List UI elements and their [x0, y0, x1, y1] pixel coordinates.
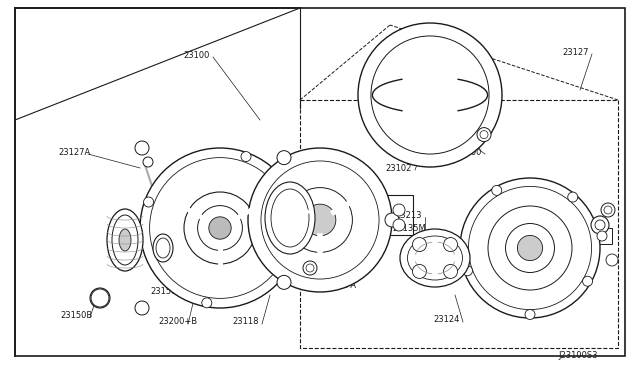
Circle shape: [306, 264, 314, 272]
Circle shape: [143, 157, 153, 167]
Text: 23118: 23118: [232, 317, 259, 327]
Circle shape: [582, 276, 593, 286]
Circle shape: [477, 128, 491, 142]
Text: 23200: 23200: [455, 148, 481, 157]
Text: 23150: 23150: [150, 288, 177, 296]
Circle shape: [209, 217, 231, 239]
Text: 23135M: 23135M: [392, 224, 426, 232]
Text: 23127: 23127: [562, 48, 589, 57]
Circle shape: [261, 161, 379, 279]
Polygon shape: [125, 143, 160, 313]
Circle shape: [303, 261, 317, 275]
Bar: [300, 100, 618, 348]
Circle shape: [393, 204, 405, 216]
Ellipse shape: [601, 203, 615, 217]
Circle shape: [277, 275, 291, 289]
Circle shape: [460, 178, 600, 318]
Circle shape: [150, 158, 291, 298]
Circle shape: [591, 216, 609, 234]
Text: J23100S3: J23100S3: [558, 352, 598, 360]
Ellipse shape: [271, 189, 309, 247]
Circle shape: [444, 264, 458, 278]
Circle shape: [371, 36, 489, 154]
Circle shape: [492, 185, 502, 195]
Circle shape: [393, 219, 405, 231]
Circle shape: [506, 224, 554, 273]
Circle shape: [202, 298, 212, 308]
Circle shape: [94, 292, 106, 304]
Circle shape: [480, 131, 488, 139]
Text: 23124: 23124: [433, 315, 460, 324]
Text: 23200+A: 23200+A: [317, 280, 356, 289]
Circle shape: [606, 254, 618, 266]
Circle shape: [595, 220, 605, 230]
Text: 23127A: 23127A: [58, 148, 90, 157]
Circle shape: [198, 206, 243, 250]
Circle shape: [277, 151, 291, 165]
Circle shape: [287, 187, 353, 252]
Circle shape: [90, 288, 110, 308]
Text: 23100: 23100: [183, 51, 209, 60]
Circle shape: [517, 235, 543, 261]
Text: 23109: 23109: [295, 164, 321, 173]
Circle shape: [241, 151, 251, 161]
Text: 23150B: 23150B: [60, 311, 92, 320]
Ellipse shape: [265, 182, 315, 254]
Circle shape: [143, 197, 154, 207]
Text: 23213: 23213: [395, 211, 422, 219]
Circle shape: [248, 148, 392, 292]
Circle shape: [385, 213, 399, 227]
Text: 23200+B: 23200+B: [158, 317, 197, 327]
Circle shape: [412, 238, 426, 251]
Text: 23120M: 23120M: [322, 166, 356, 174]
Circle shape: [463, 266, 472, 276]
Text: 23102: 23102: [385, 164, 412, 173]
Ellipse shape: [604, 206, 612, 214]
Ellipse shape: [400, 229, 470, 287]
Circle shape: [135, 141, 149, 155]
Text: 23156: 23156: [548, 267, 575, 276]
Ellipse shape: [156, 238, 170, 258]
Circle shape: [488, 206, 572, 290]
Circle shape: [281, 261, 291, 271]
Bar: [592, 228, 612, 244]
Circle shape: [525, 310, 535, 320]
Bar: [385, 195, 413, 235]
Circle shape: [568, 192, 578, 202]
Ellipse shape: [107, 209, 143, 271]
Circle shape: [468, 186, 591, 310]
Circle shape: [184, 192, 256, 264]
Ellipse shape: [119, 229, 131, 251]
Circle shape: [444, 238, 458, 251]
Circle shape: [358, 23, 502, 167]
Circle shape: [412, 264, 426, 278]
Circle shape: [135, 301, 149, 315]
Circle shape: [304, 204, 336, 236]
Circle shape: [140, 148, 300, 308]
Circle shape: [597, 231, 607, 241]
Ellipse shape: [153, 234, 173, 262]
Ellipse shape: [408, 236, 463, 280]
Ellipse shape: [112, 215, 138, 265]
Ellipse shape: [91, 289, 109, 307]
Text: 23120MA: 23120MA: [272, 247, 312, 257]
